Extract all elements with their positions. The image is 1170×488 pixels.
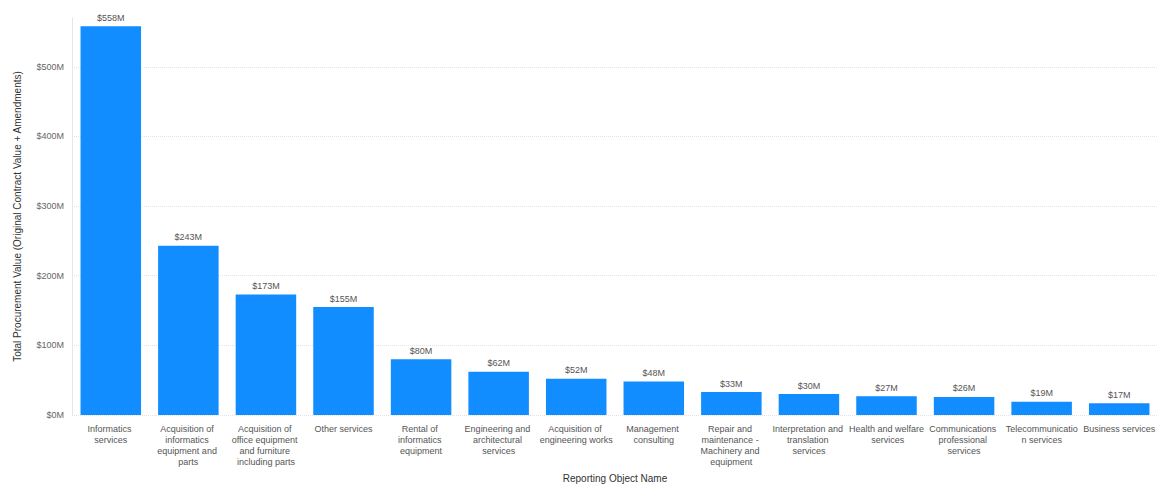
svg-text:architectural: architectural	[473, 435, 525, 445]
svg-text:equipment: equipment	[400, 446, 443, 456]
svg-text:services: services	[482, 446, 516, 456]
svg-text:Rental of: Rental of	[402, 424, 441, 434]
svg-text:Interpretation and: Interpretation and	[772, 424, 845, 434]
svg-text:Health and welfare: Health and welfare	[849, 424, 924, 434]
svg-text:Reporting Object Name: Reporting Object Name	[563, 473, 668, 484]
svg-text:Machinery and: Machinery and	[701, 446, 763, 456]
svg-text:services: services	[792, 446, 826, 456]
svg-text:$500M: $500M	[36, 62, 64, 72]
svg-text:maintenance -: maintenance -	[702, 435, 762, 445]
svg-text:$52M: $52M	[565, 365, 588, 375]
svg-text:professional: professional	[939, 435, 990, 445]
svg-text:Other services: Other services	[314, 424, 373, 434]
svg-text:$155M: $155M	[330, 294, 358, 304]
svg-text:services: services	[869, 435, 905, 445]
svg-text:office equipment: office equipment	[232, 435, 300, 445]
svg-text:Informatics: Informatics	[88, 424, 135, 434]
svg-text:$100M: $100M	[36, 340, 64, 350]
svg-text:$26M: $26M	[953, 383, 976, 393]
svg-text:equipment: equipment	[710, 457, 753, 467]
svg-text:Acquisition of: Acquisition of	[548, 424, 604, 434]
svg-text:$33M: $33M	[720, 379, 743, 389]
svg-text:$400M: $400M	[36, 131, 64, 141]
svg-text:$30M: $30M	[798, 381, 821, 391]
svg-text:parts: parts	[178, 457, 199, 467]
svg-text:$243M: $243M	[175, 232, 203, 242]
svg-text:$300M: $300M	[36, 201, 64, 211]
svg-text:Total Procurement Value (Origi: Total Procurement Value (Original Contra…	[12, 71, 23, 362]
svg-text:n services: n services	[1021, 435, 1062, 445]
svg-text:$17M: $17M	[1108, 390, 1131, 400]
svg-text:$19M: $19M	[1030, 388, 1053, 398]
svg-text:Acquisition of: Acquisition of	[238, 424, 294, 434]
svg-text:Telecommunicatio: Telecommunicatio	[1006, 424, 1078, 434]
svg-text:equipment and: equipment and	[157, 446, 219, 456]
svg-text:$48M: $48M	[643, 368, 666, 378]
svg-text:and furniture: and furniture	[239, 446, 292, 456]
svg-text:Management: Management	[626, 424, 681, 434]
svg-text:including parts: including parts	[237, 457, 296, 467]
svg-text:Business services: Business services	[1083, 424, 1156, 434]
svg-text:services: services	[948, 446, 982, 456]
svg-text:$173M: $173M	[252, 281, 280, 291]
svg-text:Repair and: Repair and	[708, 424, 755, 434]
svg-text:$27M: $27M	[875, 383, 898, 393]
svg-text:Engineering and: Engineering and	[465, 424, 533, 434]
svg-text:$80M: $80M	[410, 346, 433, 356]
svg-text:engineering works: engineering works	[540, 435, 614, 445]
svg-text:services: services	[94, 435, 128, 445]
svg-text:consulting: consulting	[634, 435, 675, 445]
svg-text:$0M: $0M	[46, 410, 64, 420]
svg-text:Acquisition of: Acquisition of	[160, 424, 216, 434]
svg-text:$558M: $558M	[97, 13, 125, 23]
svg-text:informatics: informatics	[165, 435, 211, 445]
svg-text:$200M: $200M	[36, 271, 64, 281]
svg-text:Communications: Communications	[929, 424, 999, 434]
svg-text:translation: translation	[787, 435, 831, 445]
svg-text:informatics: informatics	[398, 435, 444, 445]
svg-text:$62M: $62M	[487, 358, 510, 368]
